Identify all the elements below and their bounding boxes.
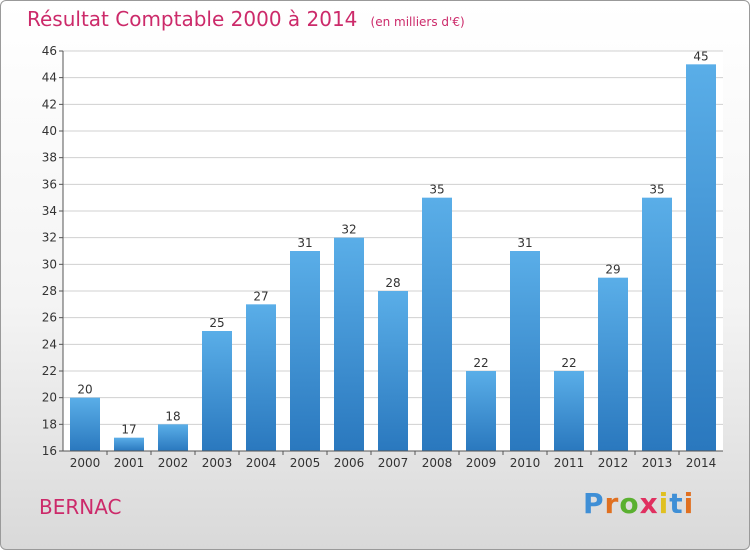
data-label-2000: 20 (77, 383, 92, 397)
bar-2007 (378, 291, 408, 451)
data-label-2001: 17 (121, 423, 136, 437)
bar-2013 (642, 197, 672, 451)
y-axis-ticks: 16 18 20 22 24 26 28 30 32 34 36 38 40 42 44 46 (42, 44, 63, 458)
bar-2000 (70, 397, 100, 451)
bars (70, 64, 716, 452)
data-label-2008: 35 (429, 183, 444, 197)
logo-letter: P (583, 487, 605, 520)
x-tick-label-2001: 2001 (114, 456, 145, 470)
logo-letter: x (639, 487, 659, 520)
data-label-2004: 27 (253, 289, 268, 303)
x-tick-label-2005: 2005 (290, 456, 321, 470)
y-tick-label: 40 (42, 124, 57, 138)
y-tick-label: 26 (42, 311, 57, 325)
data-labels: 20 17 18 25 27 31 32 28 35 22 31 22 29 35 45 (77, 49, 708, 436)
bar-2005 (290, 251, 320, 451)
bar-2012 (598, 277, 628, 451)
bar-2014 (686, 64, 716, 452)
y-tick-label: 16 (42, 444, 57, 458)
data-label-2014: 45 (693, 49, 708, 63)
logo-letter: t (669, 487, 684, 520)
logo-letter: i (658, 487, 670, 520)
x-tick-label-2011: 2011 (554, 456, 585, 470)
data-label-2005: 31 (297, 236, 312, 250)
y-tick-label: 38 (42, 151, 57, 165)
y-tick-label: 18 (42, 417, 57, 431)
bar-2009 (466, 371, 496, 451)
y-tick-label: 46 (42, 44, 57, 58)
x-tick-label-2003: 2003 (202, 456, 233, 470)
logo-letter: o (619, 487, 640, 520)
x-tick-label-2009: 2009 (466, 456, 497, 470)
chart-title-block: Résultat Comptable 2000 à 2014 (en milli… (27, 7, 465, 31)
y-tick-label: 24 (42, 337, 57, 351)
data-label-2012: 29 (605, 263, 620, 277)
place-name: BERNAC (39, 495, 122, 519)
data-label-2013: 35 (649, 183, 664, 197)
logo-letter: i (683, 487, 695, 520)
x-tick-label-2012: 2012 (598, 456, 629, 470)
x-tick-label-2007: 2007 (378, 456, 409, 470)
logo-letter: r (604, 487, 620, 520)
y-tick-label: 36 (42, 177, 57, 191)
x-tick-label-2002: 2002 (158, 456, 189, 470)
bar-2011 (554, 371, 584, 451)
data-label-2003: 25 (209, 316, 224, 330)
data-label-2010: 31 (517, 236, 532, 250)
bar-2001 (114, 437, 144, 451)
proxiti-logo: Proxiti (583, 487, 694, 520)
data-label-2009: 22 (473, 356, 488, 370)
data-label-2002: 18 (165, 409, 180, 423)
x-tick-label-2013: 2013 (642, 456, 673, 470)
y-tick-label: 30 (42, 257, 57, 271)
data-label-2007: 28 (385, 276, 400, 290)
y-tick-label: 44 (42, 71, 57, 85)
y-tick-label: 28 (42, 284, 57, 298)
y-tick-label: 42 (42, 97, 57, 111)
data-label-2011: 22 (561, 356, 576, 370)
bar-2010 (510, 251, 540, 451)
bar-2002 (158, 424, 188, 451)
x-tick-label-2010: 2010 (510, 456, 541, 470)
y-tick-label: 32 (42, 231, 57, 245)
x-axis-ticks: 2000 2001 2002 2003 2004 2005 2006 2007 2008 2009… (70, 451, 717, 470)
x-tick-label-2000: 2000 (70, 456, 101, 470)
x-tick-label-2006: 2006 (334, 456, 365, 470)
bar-2006 (334, 237, 364, 451)
x-tick-label-2008: 2008 (422, 456, 453, 470)
x-tick-label-2014: 2014 (686, 456, 717, 470)
chart-unit: (en milliers d'€) (370, 15, 465, 29)
y-tick-label: 20 (42, 391, 57, 405)
chart-title: Résultat Comptable 2000 à 2014 (27, 7, 358, 31)
bar-2004 (246, 304, 276, 451)
x-tick-label-2004: 2004 (246, 456, 277, 470)
y-tick-label: 22 (42, 364, 57, 378)
bar-2008 (422, 197, 452, 451)
y-tick-label: 34 (42, 204, 57, 218)
bar-2003 (202, 331, 232, 451)
data-label-2006: 32 (341, 223, 356, 237)
